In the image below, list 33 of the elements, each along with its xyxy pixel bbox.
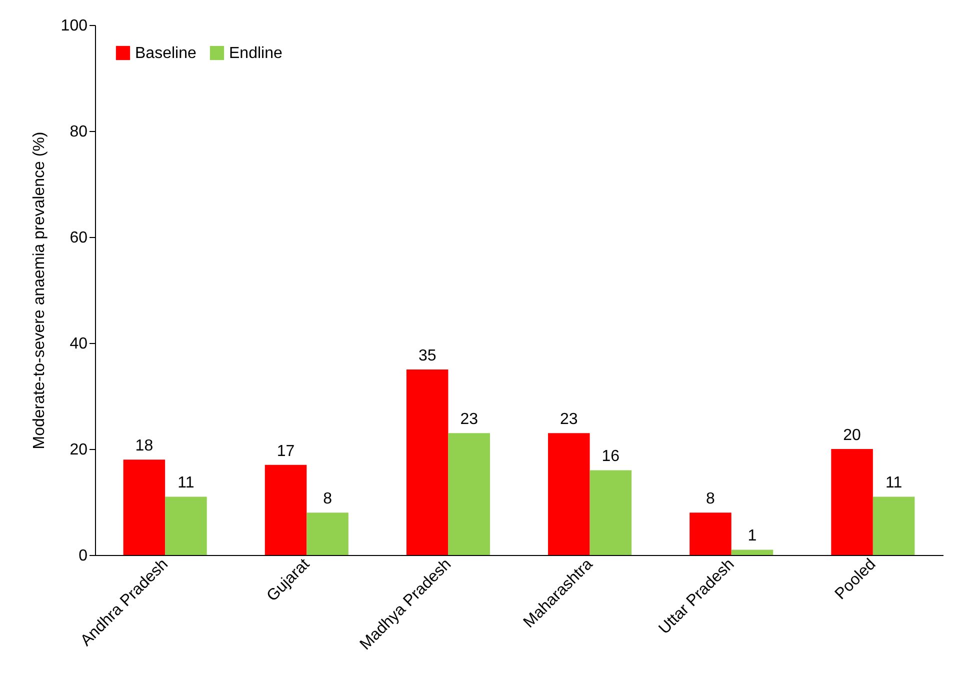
bar — [448, 433, 490, 555]
y-tick-label: 0 — [78, 548, 88, 564]
y-tick-label: 60 — [70, 230, 88, 246]
data-label: 23 — [460, 411, 478, 428]
bar — [872, 496, 915, 555]
bar — [690, 512, 732, 555]
y-axis-title: Moderate-to-severe anaemia prevalence (%) — [30, 132, 48, 450]
bar — [123, 460, 166, 555]
legend-label: Baseline — [135, 45, 196, 62]
bar — [406, 370, 448, 555]
bar — [831, 449, 873, 555]
bar — [731, 550, 774, 555]
data-label: 17 — [276, 442, 295, 460]
data-label: 11 — [178, 474, 194, 492]
data-label: 11 — [886, 474, 902, 492]
y-tick-label: 80 — [70, 124, 88, 140]
data-label: 8 — [323, 490, 332, 508]
data-label: 35 — [418, 348, 436, 364]
data-label: 23 — [560, 411, 578, 428]
data-label: 1 — [748, 528, 757, 545]
bar — [548, 433, 590, 555]
y-tick-label: 20 — [70, 442, 88, 458]
data-label: 8 — [706, 490, 716, 508]
bar — [306, 512, 348, 555]
bar — [264, 464, 307, 555]
legend-label: Endline — [229, 45, 282, 62]
data-label: 20 — [843, 427, 862, 444]
data-label: 18 — [135, 438, 154, 455]
bar — [165, 496, 207, 555]
y-tick-label: 100 — [60, 18, 88, 34]
data-label: 16 — [602, 448, 620, 466]
bar — [590, 470, 632, 555]
y-tick-label: 40 — [70, 336, 88, 352]
